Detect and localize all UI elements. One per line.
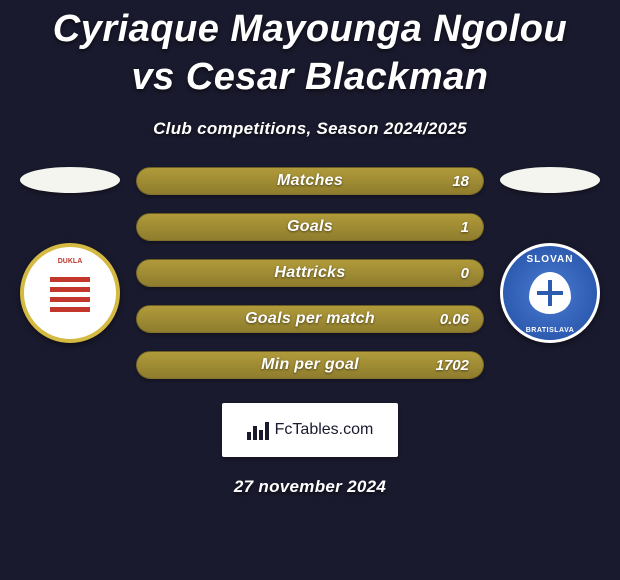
stat-right-value: 1 <box>429 219 469 236</box>
right-club-label-top: SLOVAN <box>527 254 574 265</box>
stat-right-value: 0.06 <box>429 311 469 328</box>
stat-label: Goals per match <box>245 310 375 328</box>
stat-label: Min per goal <box>261 356 359 374</box>
left-club-stripes <box>50 274 90 314</box>
subtitle: Club competitions, Season 2024/2025 <box>153 119 467 139</box>
left-player-placeholder <box>20 167 120 193</box>
stat-right-value: 18 <box>429 173 469 190</box>
right-player-column: SLOVAN BRATISLAVA <box>490 167 610 343</box>
comparison-card: Cyriaque Mayounga Ngolou vs Cesar Blackm… <box>0 0 620 580</box>
stat-label: Goals <box>287 218 333 236</box>
stat-row-goals-per-match: Goals per match 0.06 <box>136 305 484 333</box>
right-club-badge: SLOVAN BRATISLAVA <box>500 243 600 343</box>
date-label: 27 november 2024 <box>234 477 386 497</box>
left-club-label: DUKLA <box>58 258 83 265</box>
bar-chart-icon <box>247 420 269 440</box>
stats-list: Matches 18 Goals 1 Hattricks 0 Goals per… <box>130 167 490 379</box>
stat-row-hattricks: Hattricks 0 <box>136 259 484 287</box>
stat-right-value: 1702 <box>429 357 469 374</box>
right-club-crest <box>529 272 571 314</box>
stat-label: Matches <box>277 172 343 190</box>
right-player-placeholder <box>500 167 600 193</box>
stat-row-min-per-goal: Min per goal 1702 <box>136 351 484 379</box>
right-club-label-bottom: BRATISLAVA <box>526 327 575 334</box>
page-title: Cyriaque Mayounga Ngolou vs Cesar Blackm… <box>30 6 590 101</box>
stat-row-goals: Goals 1 <box>136 213 484 241</box>
branding-text: FcTables.com <box>275 421 374 439</box>
comparison-area: DUKLA Matches 18 Goals 1 Hattricks <box>0 167 620 379</box>
branding-badge: FcTables.com <box>222 403 398 457</box>
left-player-column: DUKLA <box>10 167 130 343</box>
stat-right-value: 0 <box>429 265 469 282</box>
stat-label: Hattricks <box>274 264 345 282</box>
left-club-badge: DUKLA <box>20 243 120 343</box>
stat-row-matches: Matches 18 <box>136 167 484 195</box>
